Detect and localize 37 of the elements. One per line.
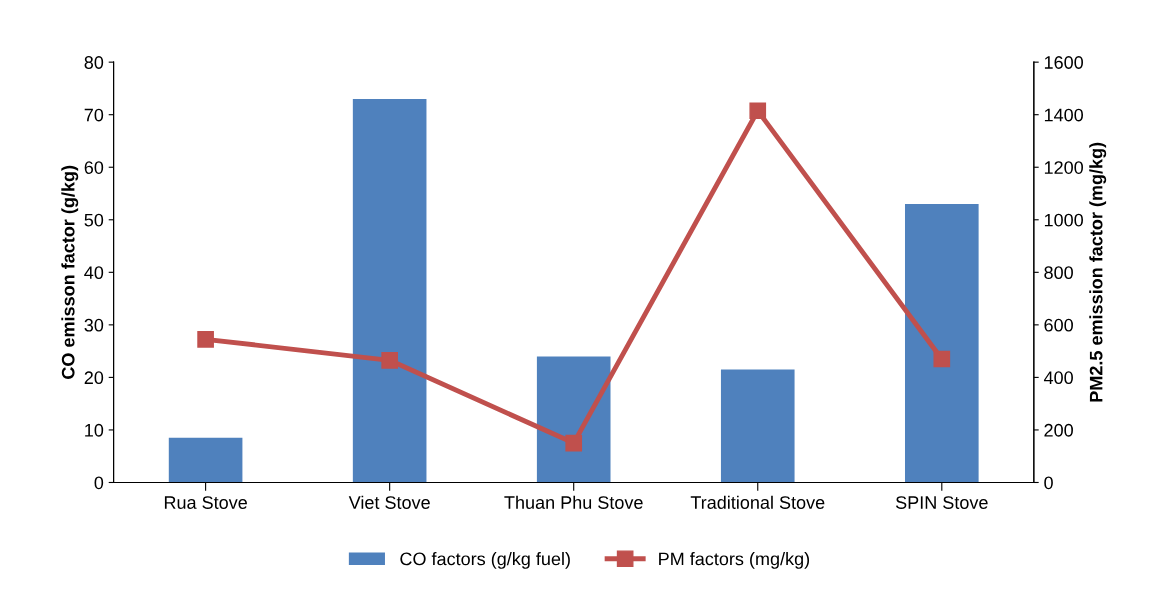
y-tick-label: 80	[84, 56, 104, 69]
y-tick-label: 70	[84, 108, 104, 122]
y2-tick-label: 1200	[1044, 161, 1084, 174]
y-tick-label: 50	[84, 213, 104, 227]
point	[565, 434, 583, 452]
y-axis-title: CO emisson factor (g/kg)	[61, 165, 79, 379]
y2-tick-label: 1400	[1044, 108, 1084, 122]
y2-tick-label: 1600	[1044, 56, 1084, 69]
y-tick-label: 10	[85, 423, 104, 437]
y2-tick-label: 1000	[1044, 213, 1084, 227]
y-tick-label: 60	[84, 161, 104, 174]
point	[197, 330, 214, 348]
bar	[536, 356, 611, 483]
y-tick-label: 0	[94, 476, 104, 490]
y2-tick-label: 400	[1043, 371, 1073, 385]
y2-tick-label: 200	[1044, 423, 1073, 437]
bar	[352, 98, 427, 483]
y2-tick-label: 600	[1044, 318, 1073, 332]
point	[933, 350, 951, 368]
y2-tick-label: 800	[1044, 266, 1073, 280]
y2-tick-label: 0	[1044, 476, 1053, 490]
x-tick-label: SPIN Stove	[895, 496, 988, 509]
x-tick-label: Traditional Stove	[690, 495, 825, 509]
x-tick-label: Viet Stove	[348, 495, 430, 509]
legend-label: PM factors (mg/kg)	[659, 552, 810, 569]
bar	[720, 369, 795, 483]
bar	[904, 204, 979, 483]
y-tick-label: 20	[84, 371, 104, 385]
x-tick-label: Thuan Phu Stove	[504, 495, 643, 509]
y-tick-label: 40	[84, 266, 104, 280]
y2-axis-title: PM2.5 emission factor (mg/kg)	[1089, 142, 1107, 402]
x-tick-label: Rua Stove	[164, 496, 247, 509]
point	[749, 102, 767, 120]
y-tick-label: 30	[84, 318, 104, 332]
bar	[168, 437, 243, 483]
point	[381, 351, 398, 369]
legend-label: CO factors (g/kg fuel)	[400, 552, 570, 569]
